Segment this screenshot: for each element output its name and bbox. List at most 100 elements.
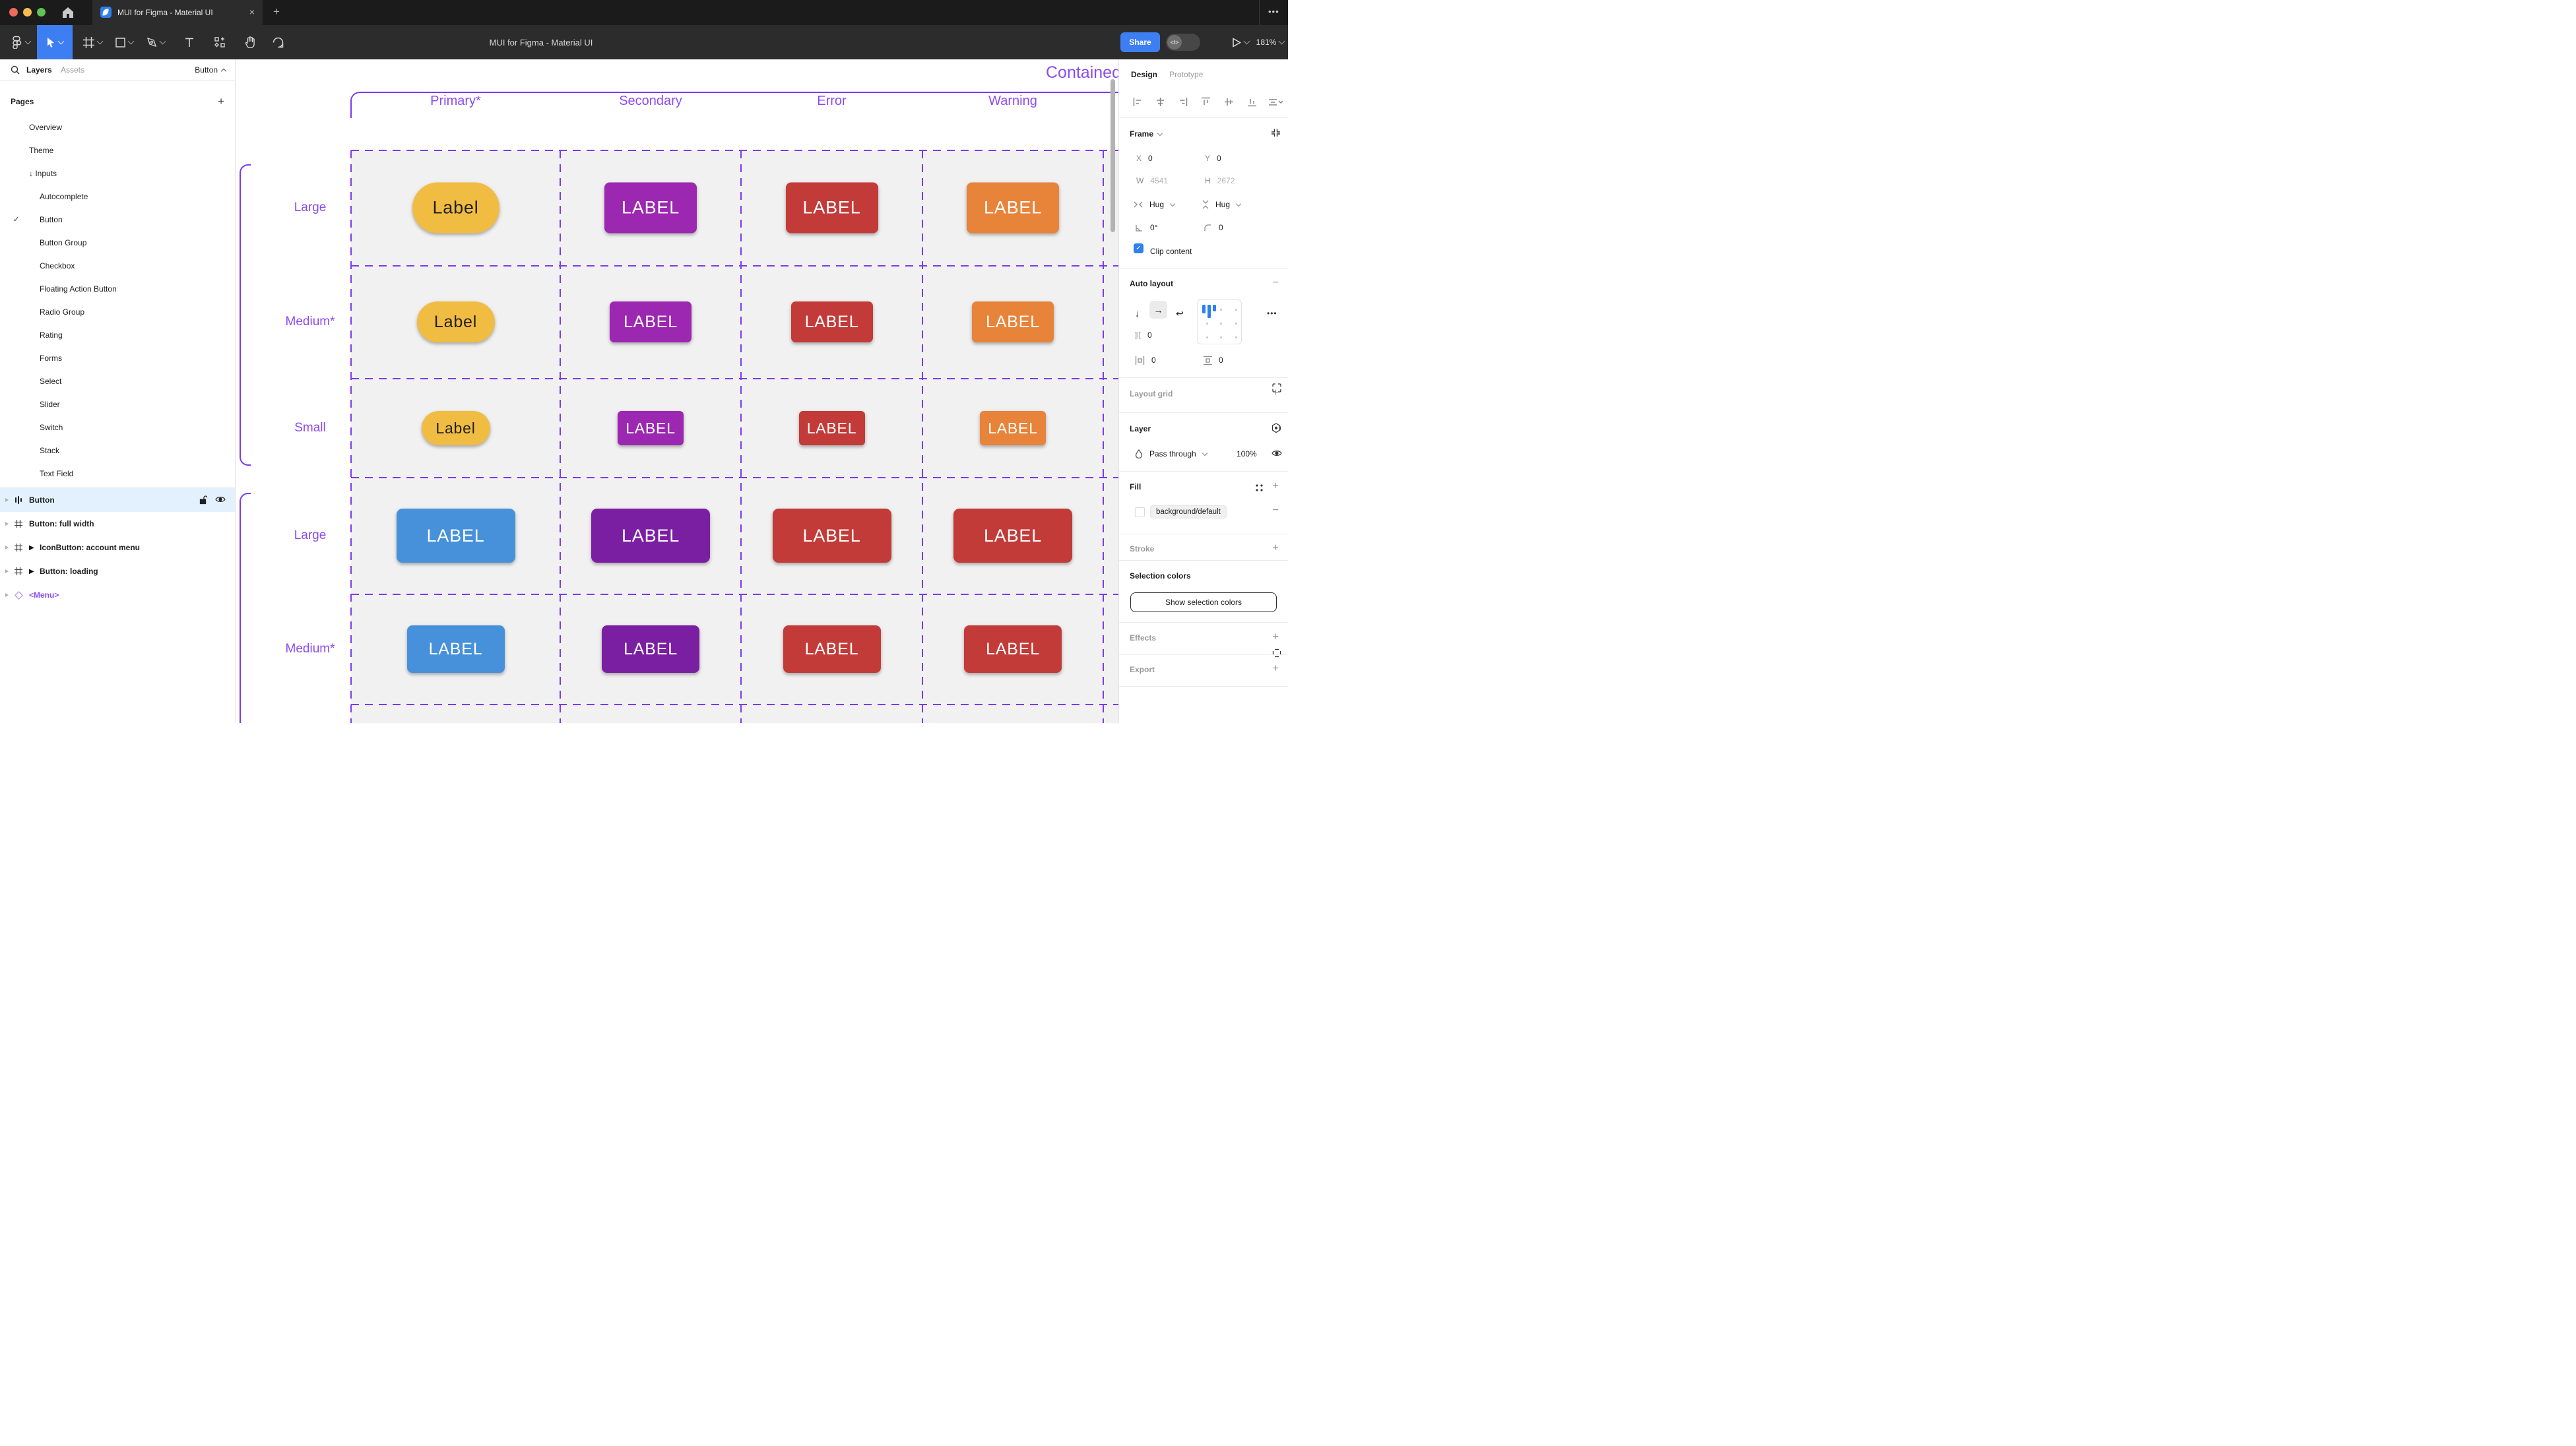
mui-button-variant[interactable]: LABEL	[980, 411, 1046, 445]
close-tab-icon[interactable]: ×	[249, 7, 255, 17]
mui-button-variant[interactable]: LABEL	[604, 182, 697, 234]
expand-chevron-icon[interactable]	[5, 593, 9, 597]
mui-button-variant[interactable]: LABEL	[972, 301, 1054, 342]
page-item-theme[interactable]: Theme	[0, 139, 235, 162]
share-button[interactable]: Share	[1120, 32, 1160, 52]
tab-prototype[interactable]: Prototype	[1169, 70, 1204, 79]
page-item-radio-group[interactable]: Radio Group	[0, 300, 235, 323]
fill-color-swatch[interactable]	[1135, 507, 1145, 517]
mui-button-variant[interactable]: LABEL	[967, 182, 1059, 234]
vertical-resizing-dropdown[interactable]: Hug	[1202, 200, 1242, 209]
comment-tool[interactable]	[267, 25, 289, 59]
file-tab[interactable]: MUI for Figma - Material UI ×	[92, 0, 263, 25]
visibility-eye-icon[interactable]	[1272, 449, 1282, 457]
width-field[interactable]: W 4541	[1136, 176, 1169, 185]
frame-tool[interactable]	[78, 25, 107, 59]
mui-button-variant[interactable]: LABEL	[798, 411, 865, 445]
individual-padding-icon[interactable]	[1272, 648, 1281, 658]
independent-corners-icon[interactable]	[1272, 383, 1281, 393]
page-item-select[interactable]: Select	[0, 369, 235, 393]
expand-chevron-icon[interactable]	[5, 569, 9, 573]
page-item-button[interactable]: ✓ Button	[0, 208, 235, 231]
align-right-icon[interactable]	[1178, 97, 1188, 107]
frame-type-dropdown[interactable]: Frame	[1130, 129, 1163, 139]
rotation-field[interactable]: 0°	[1135, 223, 1157, 232]
align-horizontal-center-icon[interactable]	[1155, 97, 1165, 107]
mui-button-variant[interactable]: LABEL	[964, 625, 1062, 673]
mui-button-variant[interactable]: LABEL	[618, 411, 684, 445]
page-item-checkbox[interactable]: Checkbox	[0, 254, 235, 277]
page-item-inputs[interactable]: ↓ Inputs	[0, 162, 235, 185]
new-tab-button[interactable]: +	[273, 5, 280, 18]
expand-chevron-icon[interactable]	[5, 546, 9, 550]
collapse-corners-icon[interactable]	[1271, 128, 1281, 138]
vertical-scrollbar[interactable]	[1111, 79, 1115, 232]
fill-styles-icon[interactable]	[1255, 484, 1264, 492]
wrap-button[interactable]: ↩	[1176, 307, 1184, 319]
page-item-floating-action-button[interactable]: Floating Action Button	[0, 277, 235, 300]
mui-button-variant[interactable]: LABEL	[396, 509, 515, 563]
resources-tool[interactable]	[209, 25, 231, 59]
search-icon[interactable]	[11, 65, 20, 75]
home-icon[interactable]	[61, 5, 77, 20]
clip-content-checkbox[interactable]: ✓	[1134, 243, 1143, 253]
mui-button-variant[interactable]: LABEL	[772, 509, 891, 563]
add-layout-grid-button[interactable]: +	[1272, 387, 1279, 398]
corner-radius-field[interactable]: 0	[1204, 223, 1223, 232]
layer-row-button[interactable]: Button	[0, 488, 235, 512]
vertical-padding-field[interactable]: 0	[1204, 356, 1223, 365]
page-item-slider[interactable]: Slider	[0, 393, 235, 416]
auto-layout-more-icon[interactable]: •••	[1267, 309, 1277, 318]
unlock-icon[interactable]	[199, 495, 207, 505]
page-item-overview[interactable]: Overview	[0, 115, 235, 139]
height-field[interactable]: H 2672	[1205, 176, 1235, 185]
page-item-switch[interactable]: Switch	[0, 416, 235, 439]
selection-chip[interactable]: Button	[195, 65, 227, 75]
page-item-rating[interactable]: Rating	[0, 323, 235, 346]
page-item-text-field[interactable]: Text Field	[0, 462, 235, 485]
add-effect-button[interactable]: +	[1272, 631, 1279, 643]
present-button[interactable]	[1229, 25, 1252, 59]
add-page-button[interactable]: +	[218, 95, 224, 108]
blend-mode-dropdown[interactable]: Pass through	[1149, 449, 1208, 458]
mui-button-variant[interactable]: LABEL	[790, 301, 873, 342]
direction-down-button[interactable]: ↓	[1135, 308, 1140, 319]
dev-mode-toggle[interactable]: </>	[1166, 34, 1200, 51]
opacity-field[interactable]: 100%	[1237, 449, 1257, 458]
canvas[interactable]: Contained Primary* Secondary Error Warning …	[236, 59, 1118, 723]
mui-button-variant[interactable]: Label	[416, 301, 495, 342]
mui-button-variant[interactable]: LABEL	[406, 625, 505, 673]
tab-design[interactable]: Design	[1131, 70, 1158, 79]
layer-row-button-full-width[interactable]: Button: full width	[0, 512, 235, 536]
horizontal-padding-field[interactable]: 0	[1135, 356, 1156, 365]
add-fill-button[interactable]: +	[1272, 480, 1279, 491]
remove-auto-layout-button[interactable]: −	[1272, 277, 1279, 288]
align-top-icon[interactable]	[1201, 97, 1211, 107]
pen-tool[interactable]	[141, 25, 170, 59]
move-tool-selected[interactable]	[37, 25, 73, 59]
distribute-menu-icon[interactable]	[1268, 97, 1283, 107]
mui-button-variant[interactable]: LABEL	[783, 625, 881, 673]
item-spacing-field[interactable]: ]|[ 0	[1135, 330, 1152, 340]
mui-button-variant[interactable]: LABEL	[591, 509, 710, 563]
layer-row--menu-[interactable]: <Menu>	[0, 583, 235, 607]
mui-button-variant[interactable]: Label	[421, 411, 490, 445]
expand-chevron-icon[interactable]	[5, 498, 9, 502]
window-more-icon[interactable]: •••	[1268, 7, 1279, 16]
mui-button-variant[interactable]: LABEL	[610, 301, 692, 342]
visible-eye-icon[interactable]	[215, 495, 226, 503]
layer-row-button-loading[interactable]: ▶ Button: loading	[0, 559, 235, 583]
clip-content-row[interactable]: ✓ Clip content	[1119, 243, 1288, 259]
horizontal-resizing-dropdown[interactable]: Hug	[1134, 200, 1176, 209]
fill-token-chip[interactable]: background/default	[1135, 505, 1227, 519]
blend-mode-icon[interactable]	[1271, 423, 1281, 433]
align-vertical-center-icon[interactable]	[1224, 97, 1234, 107]
show-selection-colors-button[interactable]: Show selection colors	[1130, 592, 1277, 612]
page-item-autocomplete[interactable]: Autocomplete	[0, 185, 235, 208]
layer-row-iconbutton-account-menu[interactable]: ▶ IconButton: account menu	[0, 536, 235, 559]
add-stroke-button[interactable]: +	[1272, 542, 1279, 553]
auto-layout-alignment-box[interactable]	[1197, 299, 1242, 344]
zoom-window-button[interactable]	[37, 8, 46, 16]
hand-tool[interactable]	[239, 25, 261, 59]
